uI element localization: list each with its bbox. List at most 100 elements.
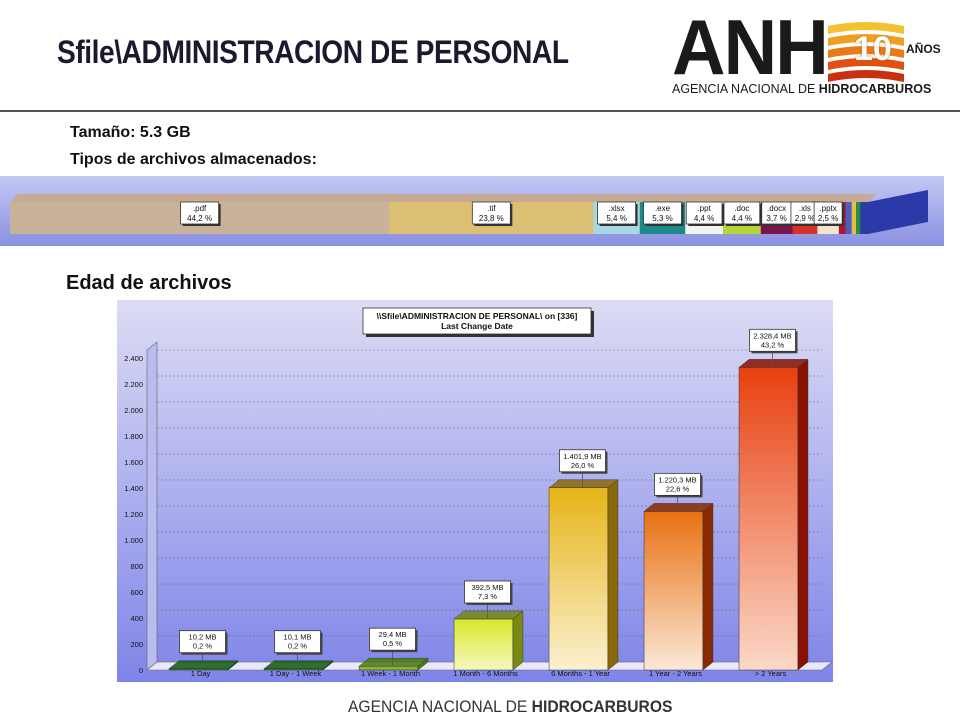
strip-label-box bbox=[180, 201, 220, 225]
strip-top-face bbox=[10, 194, 876, 202]
bar bbox=[548, 487, 609, 671]
data-label-box bbox=[274, 630, 321, 654]
logo-badge: 10 bbox=[854, 30, 892, 68]
y-tick-label: 200 bbox=[130, 640, 143, 649]
data-label-percent: 26,0 % bbox=[571, 461, 595, 470]
y-tick-label: 0 bbox=[139, 666, 143, 675]
bar-side bbox=[512, 610, 524, 671]
y-tick-label: 1.400 bbox=[124, 484, 143, 493]
bar-top bbox=[548, 479, 619, 489]
bar-top bbox=[643, 503, 714, 512]
strip-label-ext: .docx bbox=[767, 204, 786, 213]
strip-label-box bbox=[597, 201, 637, 225]
bar bbox=[643, 511, 704, 671]
bar bbox=[738, 367, 799, 671]
data-label-percent: 0,5 % bbox=[383, 639, 403, 648]
y-tick-label: 2.200 bbox=[124, 380, 143, 389]
logo-years: AÑOS bbox=[906, 42, 941, 56]
chart-subtitle: Last Change Date bbox=[441, 321, 513, 331]
logo-subtitle: AGENCIA NACIONAL DE HIDROCARBUROS bbox=[672, 82, 932, 96]
logo-flag-icon bbox=[828, 22, 904, 82]
strip-label-pct: 5,4 % bbox=[606, 214, 626, 223]
y-tick-label: 2.000 bbox=[124, 406, 143, 415]
storage-size: Tamaño: 5.3 GB bbox=[70, 124, 191, 141]
data-label-percent: 7,3 % bbox=[478, 592, 498, 601]
data-label-box bbox=[749, 328, 796, 352]
chart-title-box bbox=[362, 307, 592, 335]
data-label-box bbox=[464, 580, 511, 604]
x-tick-label: 1 Day bbox=[191, 669, 211, 678]
strip-segment bbox=[845, 202, 853, 234]
data-label-box bbox=[179, 630, 226, 654]
x-tick-label: 1 Month - 6 Months bbox=[453, 669, 518, 678]
file-types-heading: Tipos de archivos almacenados: bbox=[70, 151, 317, 168]
data-label-value: 10,1 MB bbox=[284, 633, 312, 642]
x-tick-label: > 2 Years bbox=[755, 669, 787, 678]
y-tick-label: 400 bbox=[130, 614, 143, 623]
data-label-box bbox=[559, 449, 606, 473]
bar-side bbox=[797, 358, 809, 671]
footer-agency: AGENCIA NACIONAL DE HIDROCARBUROS bbox=[348, 697, 673, 716]
file-type-strip: .pdf 44,2 % .tif 23,8 % .xlsx 5,4 % .exe 5,3 %.… bbox=[0, 176, 944, 246]
strip-segment bbox=[851, 202, 857, 234]
strip-label-ext: .exe bbox=[655, 204, 671, 213]
strip-label-pct: 2,5 % bbox=[818, 214, 838, 223]
bar-top bbox=[453, 610, 524, 620]
y-tick-label: 1.600 bbox=[124, 458, 143, 467]
strip-label-ext: .doc bbox=[734, 204, 749, 213]
y-tick-label: 800 bbox=[130, 562, 143, 571]
header-divider bbox=[0, 110, 960, 112]
bar bbox=[453, 618, 514, 671]
bar-top bbox=[263, 660, 334, 669]
x-tick-label: 1 Week - 1 Month bbox=[361, 669, 420, 678]
slide-title: Sfile\ADMINISTRACION DE PERSONAL bbox=[57, 34, 569, 70]
data-label-value: 29,4 MB bbox=[379, 630, 407, 639]
anh-logo: ANH 10 AÑOS AGENCIA NACIONAL DE HIDROCAR… bbox=[668, 8, 941, 102]
data-label-percent: 0,2 % bbox=[288, 642, 308, 651]
y-tick-label: 1.000 bbox=[124, 536, 143, 545]
data-label-percent: 22,6 % bbox=[666, 484, 690, 493]
x-tick-label: 6 Months - 1 Year bbox=[551, 669, 610, 678]
data-label-value: 1.401,9 MB bbox=[563, 452, 601, 461]
chart-title: \\Sfile\ADMINISTRACION DE PERSONAL\ on [… bbox=[377, 311, 578, 321]
strip-segment bbox=[860, 202, 869, 234]
strip-side-face bbox=[868, 190, 928, 234]
logo-letters: ANH bbox=[672, 3, 829, 91]
bar-side bbox=[702, 502, 714, 671]
data-label-value: 1.220,3 MB bbox=[658, 475, 696, 484]
strip-label-box bbox=[813, 201, 843, 225]
strip-label-ext: .xlsx bbox=[609, 204, 625, 213]
bar-top bbox=[168, 660, 239, 669]
y-tick-label: 600 bbox=[130, 588, 143, 597]
y-tick-label: 2.400 bbox=[124, 354, 143, 363]
data-label-percent: 43,2 % bbox=[761, 340, 785, 349]
strip-label-ext: .xls bbox=[799, 204, 811, 213]
data-label-percent: 0,2 % bbox=[193, 642, 213, 651]
strip-label-box bbox=[471, 201, 511, 225]
strip-label-ext: .ppt bbox=[697, 204, 711, 213]
strip-label-ext: .pdf bbox=[193, 204, 207, 213]
data-label-value: 2.328,4 MB bbox=[753, 331, 791, 340]
x-tick-label: 1 Day - 1 Week bbox=[270, 669, 322, 678]
strip-label-pct: 2,9 % bbox=[795, 214, 815, 223]
strip-label-pct: 3,7 % bbox=[766, 214, 786, 223]
data-label-box bbox=[654, 472, 701, 496]
bar-top bbox=[358, 657, 429, 667]
strip-label-box bbox=[723, 201, 761, 225]
data-label-box bbox=[369, 627, 416, 651]
strip-label-pct: 23,8 % bbox=[479, 214, 504, 223]
strip-label-box bbox=[685, 201, 723, 225]
data-label-value: 392,5 MB bbox=[471, 583, 503, 592]
bar-top bbox=[738, 359, 809, 368]
strip-label-pct: 44,2 % bbox=[187, 214, 212, 223]
strip-label-pct: 4,4 % bbox=[694, 214, 714, 223]
file-age-chart: 0 200 400 600 800 1.000 1.200 1.400 1.600 1.800 2.… bbox=[117, 300, 833, 682]
strip-label-pct: 5,3 % bbox=[652, 214, 672, 223]
chart-left-wall bbox=[146, 341, 158, 671]
y-tick-label: 1.800 bbox=[124, 432, 143, 441]
file-age-heading: Edad de archivos bbox=[66, 272, 232, 294]
y-tick-label: 1.200 bbox=[124, 510, 143, 519]
strip-label-ext: .tif bbox=[487, 204, 496, 213]
strip-label-box bbox=[643, 201, 682, 225]
strip-segment bbox=[855, 202, 861, 234]
